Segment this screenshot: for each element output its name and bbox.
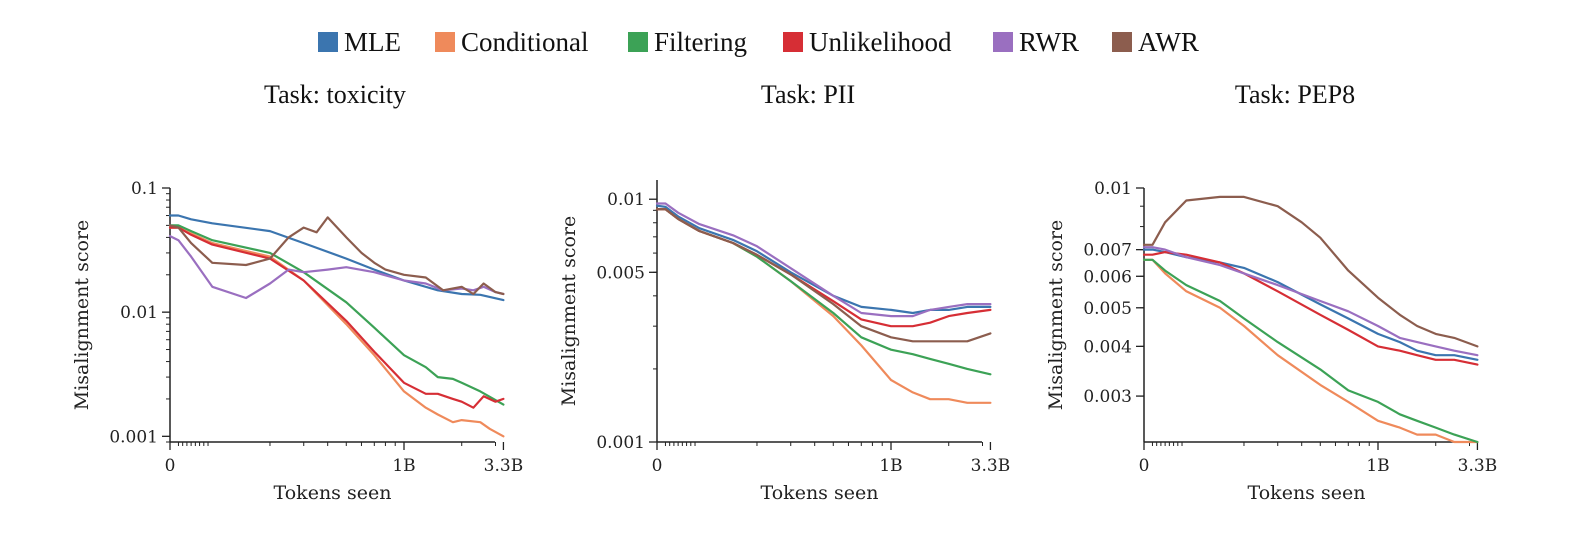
series-line-unlikelihood — [1142, 251, 1479, 366]
legend: MLE Conditional Filtering Unlikelihood RWR AW… — [0, 24, 1573, 60]
x-tick-label: 3.3B — [971, 456, 1011, 476]
x-axis-label: Tokens seen — [1248, 482, 1366, 504]
y-tick-label: 0.001 — [109, 427, 158, 447]
chart-toxicity: 0 1B 3.3B 0.1 0.01 0.001 Tokens seen Misalignme… — [71, 179, 523, 504]
legend-label: Filtering — [654, 26, 747, 57]
series-line-awr — [1142, 195, 1479, 348]
series-line-awr — [168, 216, 505, 296]
chart-pii: 0 1B 3.3B 0.01 0.005 0.001 Tokens seen Misalign… — [558, 180, 1010, 504]
x-axis-label: Tokens seen — [274, 482, 392, 504]
legend-swatch — [318, 32, 338, 52]
x-axis-label: Tokens seen — [761, 482, 879, 504]
series-line-filtering — [1142, 258, 1479, 444]
series-line-rwr — [655, 202, 992, 318]
y-axis-label: Misalignment score — [71, 220, 93, 411]
legend-item-awr: AWR — [1112, 24, 1199, 60]
panel-title-toxicity: Task: toxicity — [264, 80, 406, 109]
y-tick-label: 0.01 — [1094, 179, 1132, 199]
legend-swatch — [1112, 32, 1132, 52]
y-tick-label: 0.003 — [1083, 387, 1132, 407]
legend-item-mle: MLE — [318, 24, 401, 60]
series-line-conditional — [1142, 258, 1479, 444]
legend-item-conditional: Conditional — [435, 24, 589, 60]
y-axis-label: Misalignment score — [1045, 220, 1067, 411]
x-tick-label: 1B — [392, 456, 415, 476]
series-line-filtering — [168, 224, 505, 406]
y-tick-label: 0.007 — [1083, 241, 1132, 261]
y-tick-label: 0.1 — [131, 179, 158, 199]
x-tick-label: 1B — [879, 456, 902, 476]
series-line-rwr — [1142, 246, 1479, 357]
y-tick-label: 0.01 — [120, 303, 158, 323]
chart-pep8: 0 1B 3.3B 0.01 0.007 0.006 0.005 0.004 0.003 Toke… — [1045, 179, 1497, 504]
legend-item-filtering: Filtering — [628, 24, 747, 60]
legend-swatch — [993, 32, 1013, 52]
y-tick-label: 0.005 — [596, 263, 645, 283]
series-line-rwr — [168, 235, 505, 300]
legend-swatch — [628, 32, 648, 52]
y-axis-label: Misalignment score — [558, 216, 580, 407]
x-tick-label: 0 — [165, 456, 176, 476]
legend-label: MLE — [344, 26, 401, 57]
x-tick-label: 0 — [1139, 456, 1150, 476]
legend-label: RWR — [1019, 26, 1080, 57]
series-line-unlikelihood — [168, 226, 505, 409]
panel-title-pep8: Task: PEP8 — [1234, 80, 1356, 109]
x-tick-label: 0 — [652, 456, 663, 476]
series-line-conditional — [168, 226, 505, 438]
legend-item-rwr: RWR — [993, 24, 1079, 60]
y-tick-label: 0.01 — [607, 190, 645, 210]
series-line-mle — [168, 214, 505, 302]
legend-item-unlikelihood: Unlikelihood — [783, 24, 952, 60]
y-tick-label: 0.004 — [1083, 337, 1132, 357]
y-tick-label: 0.005 — [1083, 299, 1132, 319]
legend-swatch — [435, 32, 455, 52]
x-tick-label: 3.3B — [1458, 456, 1498, 476]
x-tick-label: 1B — [1366, 456, 1389, 476]
series-line-mle — [1142, 248, 1479, 361]
legend-swatch — [783, 32, 803, 52]
series-line-awr — [655, 208, 992, 343]
y-tick-label: 0.001 — [596, 433, 645, 453]
legend-label: Unlikelihood — [809, 26, 952, 57]
legend-label: Conditional — [461, 26, 589, 57]
panel-title-pii: Task: PII — [760, 80, 856, 109]
y-tick-label: 0.006 — [1083, 267, 1132, 287]
x-tick-label: 3.3B — [484, 456, 524, 476]
legend-label: AWR — [1138, 26, 1199, 57]
